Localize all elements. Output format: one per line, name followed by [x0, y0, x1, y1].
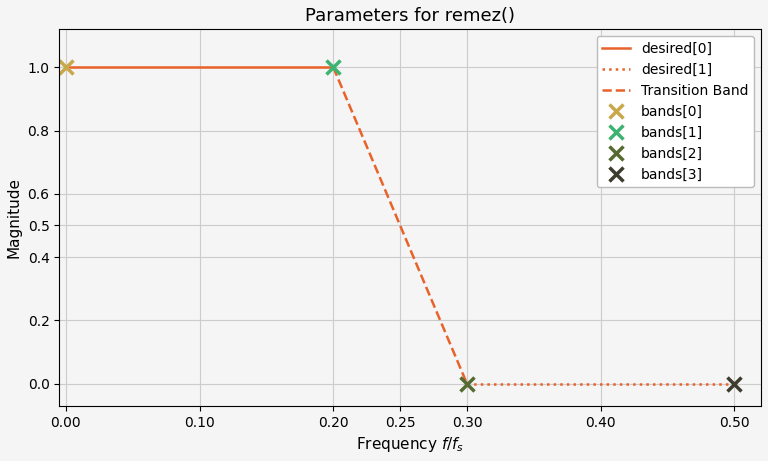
Legend: desired[0], desired[1], Transition Band, bands[0], bands[1], bands[2], bands[3]: desired[0], desired[1], Transition Band,… — [597, 36, 754, 187]
Title: Parameters for remez(): Parameters for remez() — [305, 7, 515, 25]
desired[0] — [61, 65, 71, 70]
Y-axis label: Magnitude: Magnitude — [7, 177, 22, 258]
X-axis label: Frequency $f/f_s$: Frequency $f/f_s$ — [356, 435, 465, 454]
desired[1] — [730, 381, 739, 386]
desired[1] — [462, 381, 472, 386]
desired[0] — [329, 65, 338, 70]
